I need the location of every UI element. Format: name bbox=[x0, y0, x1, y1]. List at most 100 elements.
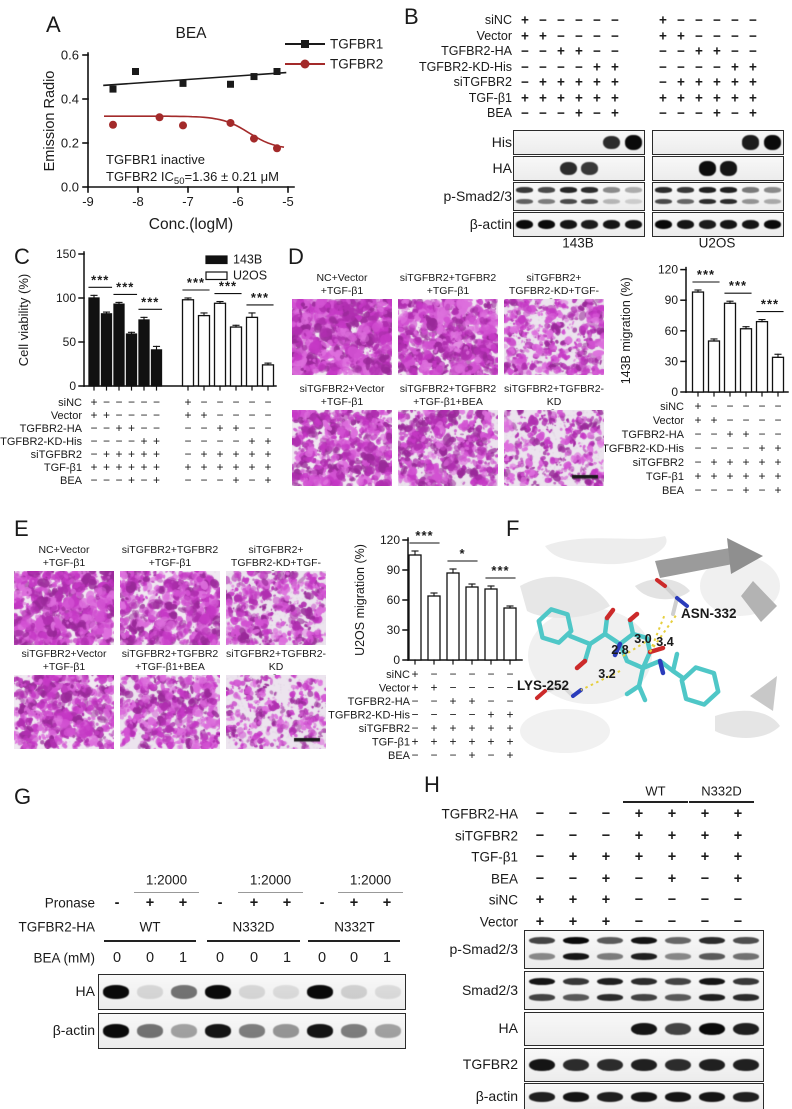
protein-band bbox=[732, 1091, 760, 1102]
ligand-ring bbox=[536, 607, 574, 645]
distance-label: 2.8 bbox=[611, 643, 628, 657]
transwell-image bbox=[504, 410, 604, 486]
condition-symbol: − bbox=[568, 806, 578, 822]
condition-symbol: − bbox=[700, 914, 710, 930]
condition-symbol: + bbox=[731, 90, 739, 105]
residue-label-lys252: LYS-252 bbox=[517, 678, 569, 693]
condition-symbol: + bbox=[593, 59, 601, 74]
condition-symbol: + bbox=[487, 735, 494, 749]
condition-symbol: − bbox=[103, 473, 110, 487]
protein-band bbox=[664, 977, 692, 986]
condition-symbol: − bbox=[103, 434, 110, 448]
data-point-circle bbox=[250, 134, 258, 143]
protein-band bbox=[306, 985, 334, 999]
y-tick-label: 0.4 bbox=[61, 92, 79, 107]
condition-symbol: − bbox=[140, 408, 147, 422]
condition-symbol: + bbox=[713, 105, 721, 121]
condition-label: Pronase bbox=[44, 895, 95, 911]
condition-symbol: + bbox=[153, 447, 160, 461]
condition-symbol: + bbox=[140, 434, 147, 448]
condition-symbol: + bbox=[487, 708, 494, 722]
protein-band bbox=[170, 1024, 198, 1038]
protein-band bbox=[538, 187, 555, 193]
condition-symbol: − bbox=[634, 914, 644, 930]
condition-symbol: − bbox=[611, 12, 619, 28]
condition-symbol: + bbox=[774, 483, 781, 497]
condition-symbol: + bbox=[382, 895, 392, 911]
condition-symbol: 0 bbox=[349, 950, 359, 966]
condition-symbol: − bbox=[506, 667, 513, 681]
condition-symbol: + bbox=[184, 460, 191, 474]
condition-symbol: + bbox=[611, 90, 619, 105]
panel-b-letter: B bbox=[404, 4, 419, 29]
condition-symbol: − bbox=[634, 870, 644, 887]
condition-symbol: + bbox=[713, 90, 721, 105]
condition-symbol: + bbox=[677, 28, 685, 43]
condition-symbol: + bbox=[611, 74, 619, 90]
y-axis-label: U2OS migration (%) bbox=[353, 544, 367, 656]
data-point-square bbox=[250, 73, 258, 81]
condition-symbol: − bbox=[726, 413, 733, 427]
protein-band bbox=[596, 977, 624, 986]
condition-label: Vector bbox=[379, 683, 411, 695]
protein-band bbox=[624, 199, 642, 205]
condition-symbol: + bbox=[506, 748, 513, 762]
panel-a-letter: A bbox=[46, 12, 61, 37]
condition-symbol: + bbox=[449, 721, 456, 735]
x-tick-label: -6 bbox=[232, 194, 244, 209]
stick-bond bbox=[627, 617, 636, 637]
protein-band bbox=[559, 219, 577, 230]
condition-symbol: − bbox=[557, 59, 565, 74]
condition-label: BEA bbox=[486, 106, 512, 120]
condition-symbol: + bbox=[726, 455, 733, 469]
panel-f-letter: F bbox=[506, 516, 520, 541]
condition-symbol: + bbox=[700, 849, 710, 866]
blot-TGFBR2 bbox=[524, 1048, 764, 1082]
blot-β-actin bbox=[524, 1083, 764, 1109]
condition-symbol: − bbox=[731, 28, 739, 43]
condition-symbol: + bbox=[535, 892, 545, 909]
condition-label: Vector bbox=[51, 410, 83, 422]
condition-symbol: + bbox=[593, 74, 601, 90]
transwell-label: siTGFBR2+ TGFBR2-KD+TGF-β1 bbox=[508, 272, 600, 309]
condition-symbol: − bbox=[153, 421, 160, 435]
condition-symbol: 0 bbox=[215, 950, 225, 966]
hydrogen-bond bbox=[580, 670, 621, 691]
protein-band bbox=[655, 219, 673, 230]
condition-symbol: − bbox=[539, 105, 547, 121]
condition-symbol: + bbox=[758, 469, 765, 483]
condition-symbol: − bbox=[90, 473, 97, 487]
condition-symbol: + bbox=[733, 870, 743, 887]
condition-symbol: − bbox=[248, 408, 255, 422]
condition-symbol: + bbox=[264, 473, 271, 487]
condition-symbol: − bbox=[200, 434, 207, 448]
condition-symbol: + bbox=[742, 455, 749, 469]
stick-bond bbox=[571, 688, 583, 698]
condition-symbol: − bbox=[506, 681, 513, 695]
condition-symbol: + bbox=[449, 694, 456, 708]
y-tick-label: 60 bbox=[387, 593, 401, 607]
condition-symbol: + bbox=[103, 460, 110, 474]
condition-symbol: + bbox=[733, 827, 743, 844]
protein-band bbox=[732, 994, 760, 1001]
y-tick-label: 120 bbox=[658, 263, 678, 277]
protein-band bbox=[677, 219, 694, 230]
protein-ribbon bbox=[635, 578, 690, 600]
condition-label: siTGFBR2 bbox=[359, 723, 410, 735]
condition-symbol: − bbox=[411, 721, 418, 735]
condition-symbol: + bbox=[232, 460, 239, 474]
protein-band bbox=[664, 1022, 692, 1036]
condition-symbol: + bbox=[449, 735, 456, 749]
condition-symbol: + bbox=[115, 421, 122, 435]
condition-symbol: + bbox=[506, 735, 513, 749]
condition-label: siTGFBR2 bbox=[633, 457, 684, 469]
significance-stars: *** bbox=[729, 278, 747, 293]
condition-label: siTGFBR2 bbox=[31, 449, 82, 461]
condition-symbol: − bbox=[667, 892, 677, 909]
protein-band bbox=[630, 977, 658, 986]
condition-symbol: + bbox=[216, 447, 223, 461]
y-axis-label: 143B migration (%) bbox=[619, 277, 633, 384]
condition-symbol: − bbox=[710, 399, 717, 413]
protein-band bbox=[720, 199, 738, 205]
